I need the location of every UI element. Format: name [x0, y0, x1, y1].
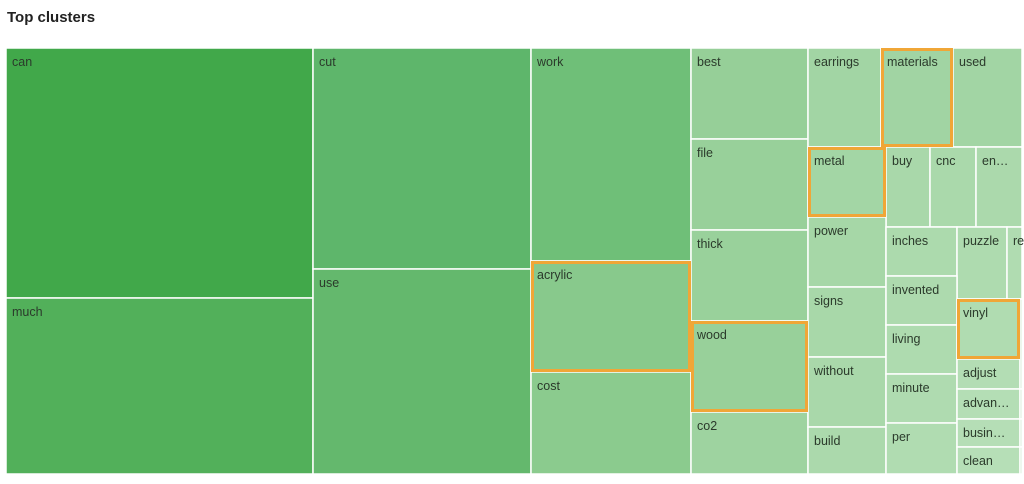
treemap-tile-label: work	[536, 55, 564, 69]
treemap-tile-advan[interactable]	[956, 388, 1021, 420]
treemap-tile-label: inches	[892, 234, 928, 248]
treemap-tile-unlabeled-38[interactable]	[1019, 446, 1023, 475]
treemap-tile-label: busin…	[963, 426, 1005, 440]
highlight-outline	[531, 261, 691, 372]
treemap-tile-materials[interactable]	[880, 47, 954, 148]
highlight-outline	[691, 321, 808, 412]
treemap-tile-label: vinyl	[963, 306, 988, 320]
treemap-tile-work[interactable]	[530, 47, 692, 262]
treemap-tile-unlabeled-37[interactable]	[1019, 418, 1023, 448]
treemap-tile-label: advan…	[963, 396, 1010, 410]
treemap-tile-label: co2	[697, 419, 717, 433]
treemap-tile-label: en…	[982, 154, 1008, 168]
treemap-tile-label: build	[814, 434, 840, 448]
treemap-tile-power[interactable]	[807, 216, 887, 288]
treemap-tile-label: signs	[814, 294, 843, 308]
treemap-tile-label: acrylic	[537, 268, 572, 282]
chart-title: Top clusters	[7, 9, 96, 26]
treemap-tile-use[interactable]	[312, 268, 532, 475]
treemap-tile-label: adjust	[963, 366, 997, 380]
highlight-outline	[881, 48, 953, 147]
treemap-tile-label: cost	[537, 379, 560, 393]
treemap-tile-label: used	[959, 55, 986, 69]
treemap-tile-unlabeled-35[interactable]	[1019, 298, 1023, 390]
treemap-tile-label: invented	[892, 283, 939, 297]
treemap-tile-much[interactable]	[5, 297, 314, 475]
treemap-tile-per[interactable]	[885, 422, 958, 475]
treemap-tile-minute[interactable]	[885, 373, 958, 424]
treemap-tile-label: thick	[697, 237, 723, 251]
treemap-tile-label: materials	[887, 55, 938, 69]
treemap-tile-label: wood	[696, 328, 727, 342]
highlight-outline	[957, 299, 1020, 359]
treemap-tile-adjust[interactable]	[956, 358, 1021, 390]
treemap-tile-cut[interactable]	[312, 47, 532, 270]
treemap-tile-en[interactable]	[975, 146, 1023, 228]
treemap-tile-label: power	[814, 224, 848, 238]
treemap-tile-label: puzzle	[963, 234, 999, 248]
treemap-tile-living[interactable]	[885, 324, 958, 375]
treemap-tile-earrings[interactable]	[807, 47, 882, 148]
treemap-tile-label: re	[1013, 234, 1024, 248]
treemap-tile-unlabeled-36[interactable]	[1019, 388, 1023, 420]
treemap-tile-label: without	[813, 364, 854, 378]
treemap-tile-build[interactable]	[807, 426, 887, 475]
treemap-tile-inches[interactable]	[885, 226, 958, 277]
treemap-tile-label: best	[697, 55, 721, 69]
treemap-tile-thick[interactable]	[690, 229, 809, 322]
treemap-tile-label: much	[12, 305, 43, 319]
treemap-tile-label: per	[892, 430, 910, 444]
treemap-tile-wood[interactable]	[690, 320, 809, 413]
treemap-tile-label: use	[319, 276, 339, 290]
treemap-tile-co2[interactable]	[690, 411, 809, 475]
treemap-tile-label: minute	[892, 381, 930, 395]
treemap-tile-label: cut	[319, 55, 336, 69]
highlight-outline	[808, 147, 886, 217]
treemap-tile-metal[interactable]	[807, 146, 887, 218]
treemap-tile-label: metal	[814, 154, 845, 168]
treemap-tile-label: clean	[963, 454, 993, 468]
treemap-tile-label: can	[12, 55, 32, 69]
treemap-tile-label: earrings	[814, 55, 859, 69]
treemap-tile-label: file	[697, 146, 713, 160]
treemap-tile-label: living	[892, 332, 921, 346]
treemap-tile-label: buy	[892, 154, 913, 168]
treemap-tile-can[interactable]	[5, 47, 314, 299]
treemap-tile-cost[interactable]	[530, 371, 692, 475]
treemap-tile-label: cnc	[936, 154, 955, 168]
